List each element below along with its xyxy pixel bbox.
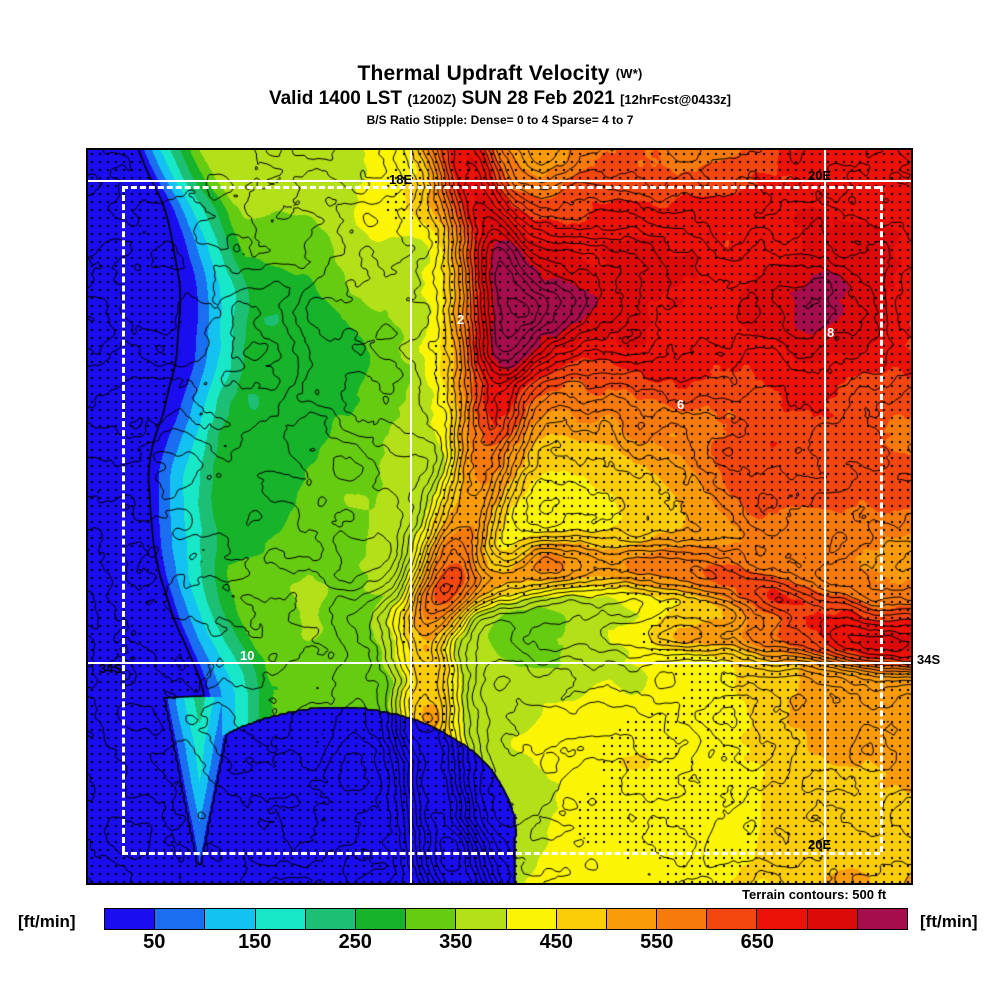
- graticule-lon-line: [824, 150, 826, 883]
- colorbar-segment-11: [656, 909, 707, 929]
- colorbar-tick-250: 250: [338, 931, 372, 953]
- map-label-34S-3: 34S: [99, 661, 123, 676]
- lat-label-right: 34S: [917, 652, 941, 667]
- colorbar-segment-15: [856, 909, 907, 929]
- map-panel[interactable]: 18E 20E 20E 34S 2 6 8 10: [86, 148, 913, 885]
- colorbar-segment-10: [605, 909, 657, 929]
- map-label-2-4: 2: [457, 312, 465, 327]
- title-variable: (W*): [615, 66, 643, 81]
- map-label-18E-0: 18E: [389, 172, 413, 187]
- colorbar-segment-1: [154, 909, 205, 929]
- domain-box-right: [880, 186, 883, 852]
- valid-zulu: (1200Z): [407, 91, 457, 107]
- map-label-20E-1: 20E: [808, 168, 832, 183]
- map-label-10-7: 10: [240, 648, 255, 663]
- colorbar-tick-50: 50: [143, 931, 166, 953]
- colorbar-segment-14: [806, 909, 857, 929]
- page-title: Thermal Updraft Velocity (W*): [0, 62, 1000, 86]
- colorbar-segment-3: [254, 909, 305, 929]
- colorbar-tick-450: 450: [539, 931, 573, 953]
- map-label-8-6: 8: [827, 325, 835, 340]
- title-text: Thermal Updraft Velocity: [357, 62, 610, 85]
- domain-box-top: [122, 186, 880, 189]
- colorbar-tick-650: 650: [740, 931, 774, 953]
- forecast-stamp: [12hrFcst@0433z]: [620, 92, 732, 107]
- colorbar[interactable]: [104, 908, 908, 930]
- graticule-lat-line: [88, 180, 911, 182]
- colorbar-segment-6: [405, 909, 456, 929]
- colorbar-segment-4: [304, 909, 355, 929]
- terrain-contour-note: Terrain contours: 500 ft: [740, 886, 889, 903]
- colorbar-segment-9: [555, 909, 606, 929]
- colorbar-segment-12: [706, 909, 757, 929]
- graticule-lon-line: [410, 150, 412, 883]
- stipple-legend-note: B/S Ratio Stipple: Dense= 0 to 4 Sparse=…: [366, 113, 634, 127]
- valid-date: SUN 28 Feb 2021: [461, 88, 615, 109]
- colorbar-segment-5: [354, 909, 406, 929]
- colorbar-tick-350: 350: [439, 931, 473, 953]
- colorbar-tick-150: 150: [238, 931, 272, 953]
- colorbar-tick-550: 550: [640, 931, 674, 953]
- colorbar-segment-8: [505, 909, 556, 929]
- graticule-lat-line: [88, 662, 911, 664]
- colorbar-segment-0: [105, 909, 155, 929]
- chart-header: Thermal Updraft Velocity (W*) Valid 1400…: [0, 62, 1000, 128]
- unit-label-left: [ft/min]: [18, 912, 76, 931]
- colorbar-segment-7: [455, 909, 506, 929]
- colorbar-segment-13: [756, 909, 807, 929]
- thermal-updraft-heatmap: [88, 150, 911, 883]
- colorbar-segment-2: [204, 909, 255, 929]
- map-label-6-5: 6: [677, 397, 685, 412]
- valid-time-line: Valid 1400 LST (1200Z) SUN 28 Feb 2021 […: [0, 87, 1000, 112]
- unit-label-right: [ft/min]: [920, 912, 978, 931]
- domain-box-bottom: [122, 852, 880, 855]
- domain-box-left: [122, 186, 125, 852]
- colorbar-tick-labels: 50 150 250 350 450 550 650: [104, 930, 908, 956]
- valid-prefix: Valid 1400 LST: [268, 88, 403, 109]
- map-label-20E-2: 20E: [808, 837, 832, 852]
